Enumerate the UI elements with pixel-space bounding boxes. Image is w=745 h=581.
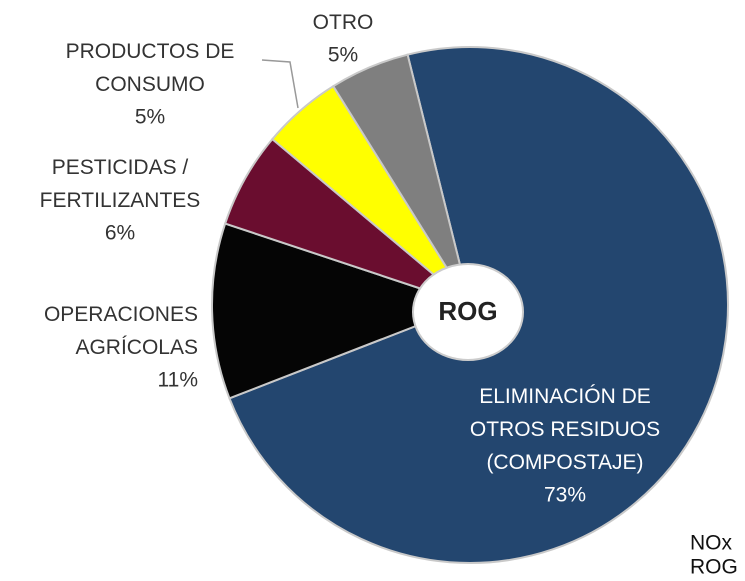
value-label: 73% xyxy=(544,484,586,507)
value-label: 6% xyxy=(105,222,135,245)
value-label: 5% xyxy=(135,106,165,129)
leader-line xyxy=(261,59,299,109)
slice xyxy=(211,222,473,400)
category-label: OPERACIONES AGRÍCOLAS xyxy=(44,303,198,359)
annotation: NOx xyxy=(690,532,733,555)
value-label: 11% xyxy=(158,369,198,392)
annotation: ROG xyxy=(690,556,738,579)
slice xyxy=(331,53,471,306)
category-label: OTRO xyxy=(313,11,374,34)
value-label: 5% xyxy=(328,44,358,67)
center-circle xyxy=(412,263,524,361)
category-label: PRODUCTOS DE CONSUMO xyxy=(66,40,235,96)
category-label: ELIMINACIÓN DE OTROS RESIDUOS (COMPOSTAJE) xyxy=(470,385,660,474)
center-label: ROG xyxy=(438,296,497,326)
category-label: PESTICIDAS / FERTILIZANTES xyxy=(40,156,201,212)
